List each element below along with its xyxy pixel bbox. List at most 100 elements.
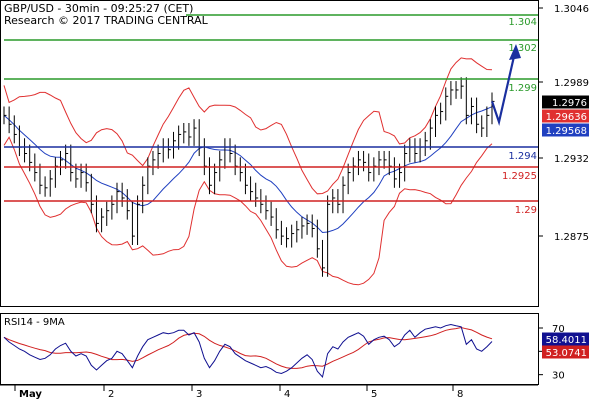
level-layer: 1.304 1.302 1.299 1.294 1.2925 1.29 bbox=[4, 14, 538, 216]
price-bar bbox=[316, 219, 320, 258]
price-bar bbox=[450, 81, 454, 106]
price-bar bbox=[347, 163, 351, 195]
price-axis-tick-label: 1.2932 bbox=[554, 154, 589, 165]
x-axis-tick-label: 2 bbox=[108, 389, 114, 400]
price-bar bbox=[476, 97, 480, 134]
rsi-signal-line bbox=[3, 326, 493, 369]
price-tag-label: 1.29636 bbox=[546, 112, 587, 123]
price-tag-box bbox=[542, 123, 589, 137]
price-bar bbox=[49, 170, 53, 197]
price-bar bbox=[270, 201, 274, 226]
price-bar bbox=[203, 138, 207, 176]
price-bar bbox=[24, 138, 28, 163]
price-bar bbox=[388, 150, 392, 176]
price-bar bbox=[424, 131, 428, 157]
price-bar bbox=[116, 182, 120, 214]
price-bar bbox=[275, 208, 279, 239]
rsi-panel: RSI14 - 9MA bbox=[0, 313, 539, 385]
price-bar bbox=[214, 163, 218, 195]
price-bar bbox=[286, 227, 290, 248]
price-axis-tick-label: 1.3046 bbox=[554, 4, 589, 15]
price-tag-box bbox=[542, 109, 589, 123]
price-bar bbox=[460, 77, 464, 99]
price-bar bbox=[8, 106, 12, 134]
price-bar bbox=[193, 119, 197, 146]
bollinger-lower bbox=[3, 136, 493, 286]
price-bar bbox=[157, 144, 161, 169]
price-panel: 1.304 1.302 1.299 1.294 1.2925 1.29 GBP/USD -… bbox=[0, 0, 539, 307]
price-bar bbox=[321, 239, 325, 277]
price-layer bbox=[3, 57, 495, 286]
x-axis-tick-label: 8 bbox=[457, 389, 463, 400]
price-axis-tick-label: 1.2875 bbox=[554, 232, 589, 243]
x-axis-tick-label: May bbox=[19, 389, 42, 400]
price-bar bbox=[486, 106, 490, 137]
price-bar bbox=[440, 102, 444, 125]
rsi-panel-frame bbox=[0, 313, 539, 385]
price-bar bbox=[85, 163, 89, 192]
bollinger-upper bbox=[3, 57, 493, 195]
chart-credit: Research © 2017 TRADING CENTRAL bbox=[4, 14, 209, 27]
price-bar bbox=[373, 157, 377, 182]
price-tag-label: 1.2976 bbox=[552, 98, 587, 109]
price-bar bbox=[126, 189, 130, 220]
price-bar bbox=[465, 77, 469, 125]
price-bar bbox=[101, 208, 105, 233]
price-bar bbox=[137, 195, 141, 245]
price-bar bbox=[70, 144, 74, 182]
level-label: 1.299 bbox=[508, 83, 537, 94]
price-bar bbox=[409, 138, 413, 163]
price-bar bbox=[44, 176, 48, 197]
price-bar bbox=[434, 106, 438, 137]
price-bar bbox=[363, 150, 367, 172]
x-axis-tick-label: 5 bbox=[371, 389, 377, 400]
price-bar bbox=[142, 176, 146, 214]
price-bar bbox=[301, 217, 305, 239]
price-bar bbox=[383, 150, 387, 169]
axis-layer: 1.30461.29891.29321.28751.29761.296361.2… bbox=[0, 4, 589, 400]
x-axis-tick-label: 4 bbox=[284, 389, 290, 400]
price-bar bbox=[244, 163, 248, 195]
price-bar bbox=[419, 138, 423, 163]
level-label: 1.294 bbox=[508, 151, 537, 162]
rsi-line bbox=[3, 323, 493, 379]
price-bar bbox=[13, 115, 17, 144]
price-bar bbox=[121, 182, 125, 207]
x-axis-tick-label: 3 bbox=[196, 389, 202, 400]
price-bar bbox=[404, 144, 408, 182]
level-label: 1.2925 bbox=[502, 171, 537, 182]
price-bar bbox=[250, 176, 254, 201]
price-bar bbox=[296, 220, 300, 243]
price-bar bbox=[429, 119, 433, 150]
rsi-title: RSI14 - 9MA bbox=[4, 317, 65, 328]
price-bar bbox=[352, 157, 356, 182]
price-bar bbox=[455, 81, 459, 99]
rsi-axis-tick-label: 70 bbox=[552, 324, 565, 335]
price-tag-box bbox=[542, 95, 589, 109]
rsi-value-box bbox=[542, 332, 589, 346]
price-bar bbox=[265, 195, 269, 220]
price-bar bbox=[234, 144, 238, 176]
projection-arrow bbox=[490, 51, 517, 127]
price-bar bbox=[224, 138, 228, 169]
price-bar bbox=[470, 97, 474, 125]
level-label: 1.304 bbox=[508, 17, 537, 28]
price-tag-label: 1.29568 bbox=[546, 126, 587, 137]
rsi-value-box bbox=[542, 345, 589, 359]
projection-arrowhead bbox=[509, 44, 521, 60]
price-axis-tick-label: 1.2989 bbox=[554, 78, 589, 89]
price-bar bbox=[3, 106, 7, 125]
rsi-value-label: 58.4011 bbox=[546, 335, 587, 346]
rsi-axis-tick-label: 30 bbox=[552, 371, 565, 382]
price-bar bbox=[306, 214, 310, 235]
price-bar bbox=[65, 144, 69, 169]
level-label: 1.29 bbox=[515, 205, 537, 216]
price-panel-frame bbox=[0, 0, 539, 307]
price-bar bbox=[291, 224, 295, 248]
price-bar bbox=[173, 131, 177, 159]
moving-average-line bbox=[3, 106, 493, 234]
price-bar bbox=[106, 201, 110, 226]
rsi-value-label: 53.0741 bbox=[546, 348, 587, 359]
price-bar bbox=[481, 115, 485, 137]
